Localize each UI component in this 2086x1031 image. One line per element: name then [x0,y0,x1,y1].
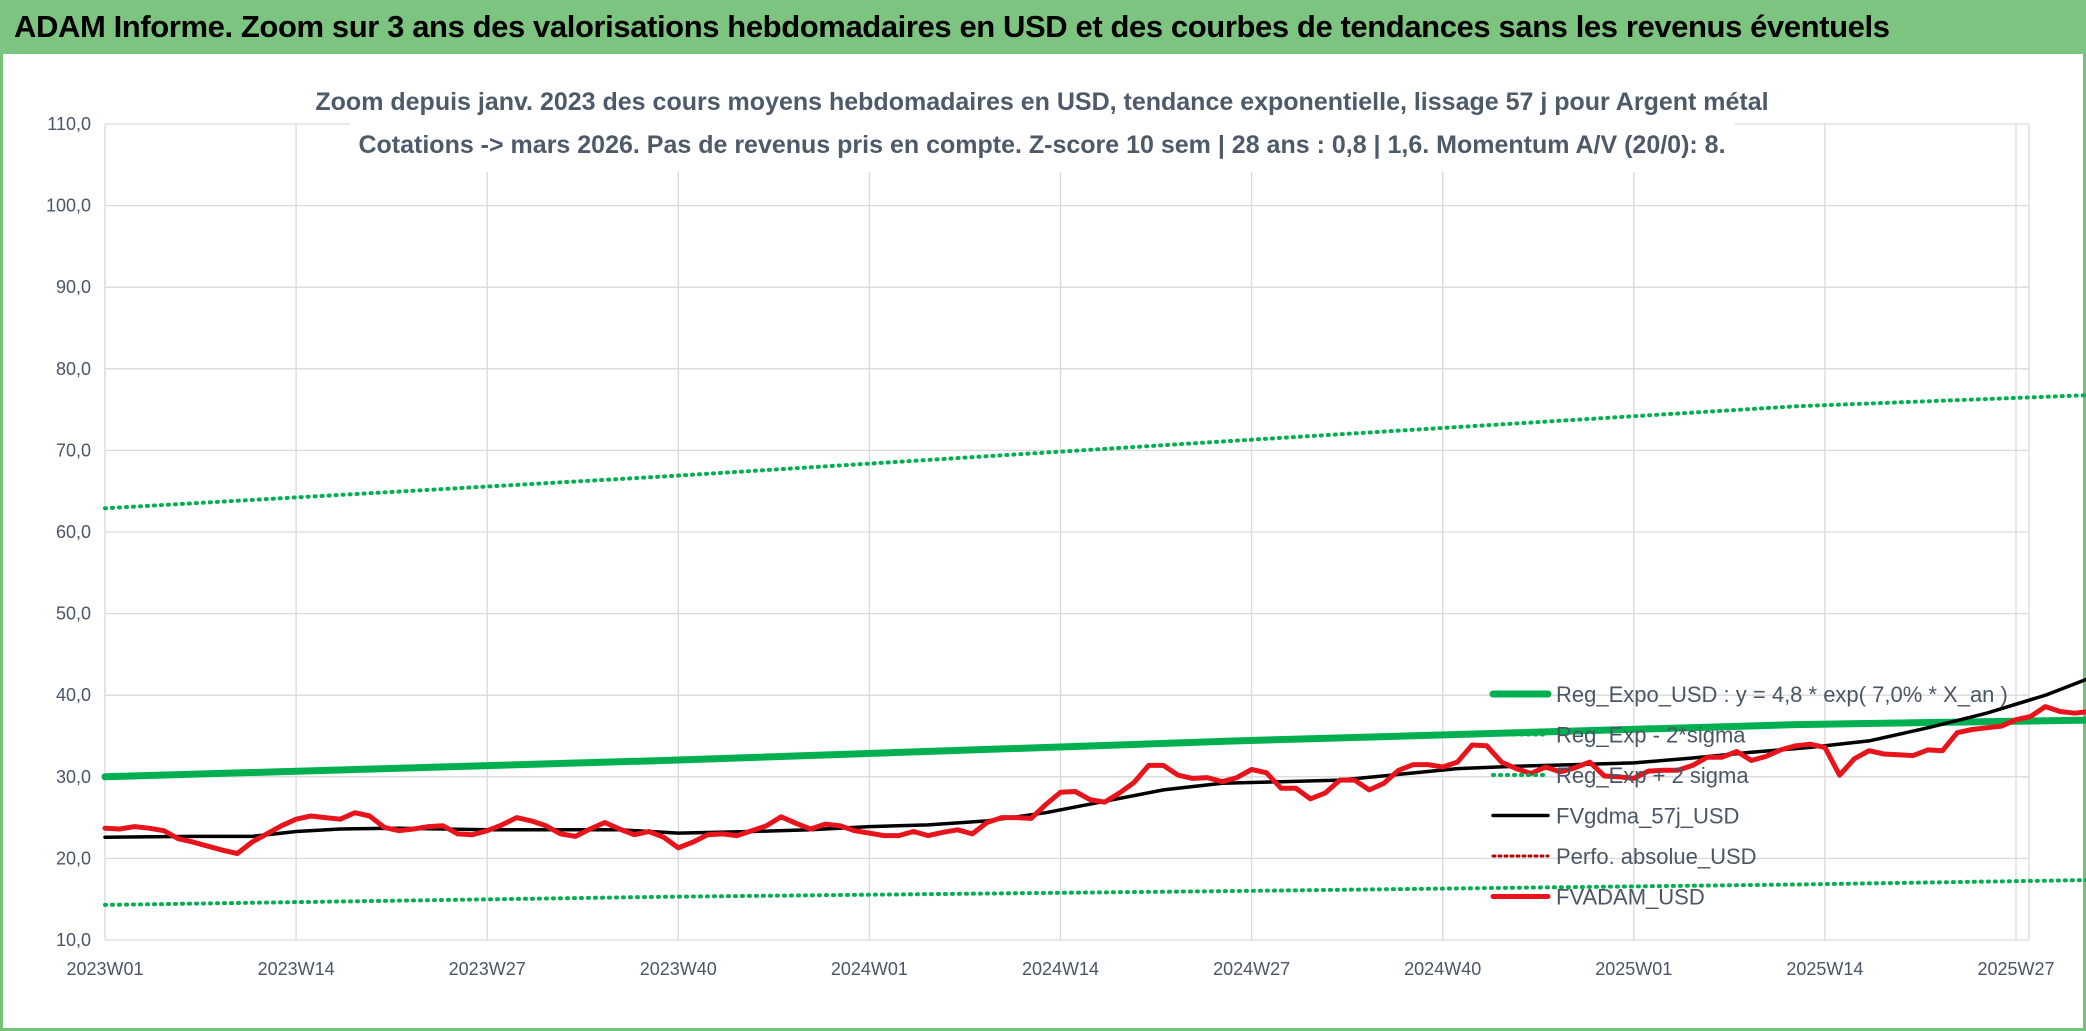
x-tick-label: 2025W14 [1786,959,1863,979]
y-tick-label: 30,0 [56,767,91,787]
x-tick-label: 2023W27 [449,959,526,979]
y-tick-label: 80,0 [56,359,91,379]
y-tick-label: 50,0 [56,604,91,624]
y-tick-label: 100,0 [46,196,91,216]
legend-label: Reg_Exp + 2 sigma [1556,763,1749,788]
axis-labels: 10,0 20,0 30,0 40,0 50,0 60,0 70,0 80,0 90,0 100,… [46,114,2055,979]
title-backdrop [350,82,1735,172]
x-tick-label: 2024W27 [1213,959,1290,979]
legend-label: Reg_Expo_USD : y = 4,8 * exp( 7,0% * X_a… [1556,682,2008,707]
x-tick-label: 2025W01 [1595,959,1672,979]
x-tick-label: 2024W14 [1022,959,1099,979]
y-tick-label: 110,0 [47,114,91,134]
x-tick-label: 2023W40 [640,959,717,979]
legend-label: FVgdma_57j_USD [1556,804,1739,829]
gridlines [104,123,2030,941]
report-header: ADAM Informe. Zoom sur 3 ans des valoris… [0,0,2086,54]
fvadam-line [102,704,2086,856]
y-tick-label: 40,0 [56,685,91,705]
legend-label: Perfo. absolue_USD [1556,844,1757,869]
reg-minus-2sigma-line [103,878,2086,907]
x-tick-label: 2023W01 [66,959,143,979]
y-tick-label: 20,0 [56,848,91,868]
legend-label: FVADAM_USD [1556,885,1705,910]
series-lines [101,393,2086,907]
x-tick-label: 2024W40 [1404,959,1481,979]
x-tick-label: 2025W27 [1977,959,2054,979]
y-tick-label: 90,0 [56,277,91,297]
x-tick-label: 2024W01 [831,959,908,979]
chart-title: Zoom depuis janv. 2023 des cours moyens … [315,88,1768,116]
legend-label: Reg_Exp - 2*sigma [1556,723,1746,748]
y-tick-label: 10,0 [56,930,91,950]
fvgdma-line [103,677,2086,839]
legend: Reg_Expo_USD : y = 4,8 * exp( 7,0% * X_a… [1489,682,2008,910]
y-tick-label: 60,0 [56,522,91,542]
reg-plus-2sigma-line [103,393,2086,511]
y-tick-label: 70,0 [56,440,91,460]
report-title: ADAM Informe. Zoom sur 3 ans des valoris… [14,9,1890,44]
chart-subtitle: Cotations -> mars 2026. Pas de revenus p… [358,131,1725,159]
x-tick-label: 2023W14 [258,959,335,979]
reg-expo-line [101,716,2086,781]
